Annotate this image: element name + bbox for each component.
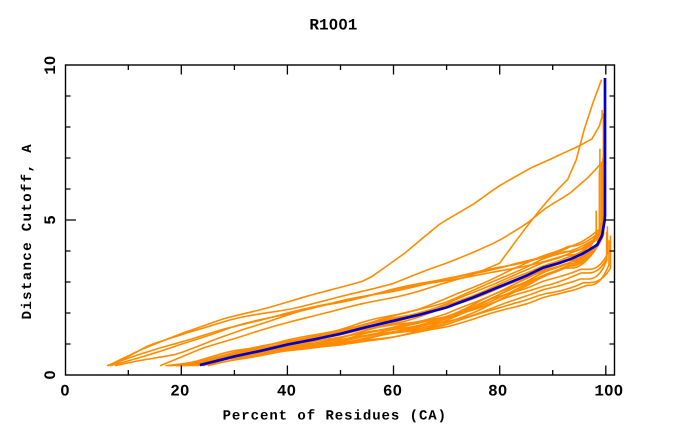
svg-text:60: 60 — [383, 382, 402, 400]
svg-text:10: 10 — [42, 56, 60, 75]
svg-text:40: 40 — [277, 382, 296, 400]
svg-text:20: 20 — [170, 382, 189, 400]
svg-text:5: 5 — [42, 215, 60, 225]
svg-text:Distance Cutoff, A: Distance Cutoff, A — [20, 143, 36, 319]
svg-text:80: 80 — [488, 382, 507, 400]
svg-text:Percent of Residues (CA): Percent of Residues (CA) — [223, 409, 447, 425]
